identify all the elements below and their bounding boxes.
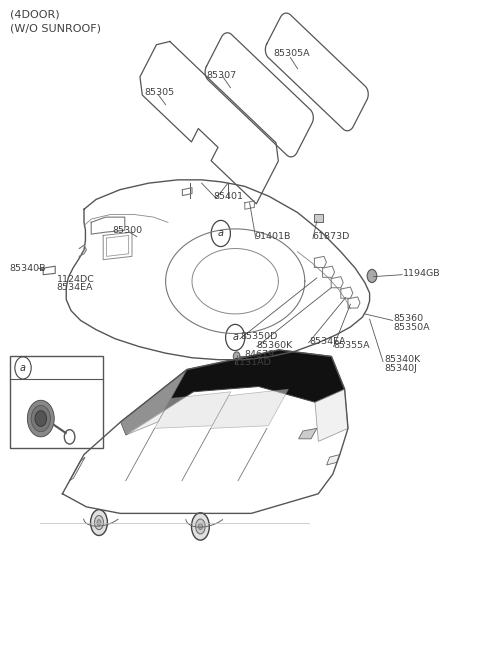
Text: 91401B: 91401B xyxy=(254,232,291,241)
Polygon shape xyxy=(121,350,345,435)
Text: 85350D: 85350D xyxy=(240,332,277,341)
Text: 8534EA: 8534EA xyxy=(57,283,93,292)
Polygon shape xyxy=(121,370,187,435)
Text: 85360K: 85360K xyxy=(257,341,293,350)
Text: 85305A: 85305A xyxy=(274,49,310,58)
Ellipse shape xyxy=(95,515,104,530)
Text: 85401: 85401 xyxy=(214,192,243,201)
Text: 85360: 85360 xyxy=(394,314,424,323)
Circle shape xyxy=(31,405,50,432)
Bar xyxy=(314,214,323,222)
Ellipse shape xyxy=(97,519,101,526)
Text: (4DOOR)
(W/O SUNROOF): (4DOOR) (W/O SUNROOF) xyxy=(10,10,101,34)
Ellipse shape xyxy=(196,519,205,534)
Bar xyxy=(10,356,103,448)
Text: 85305: 85305 xyxy=(144,88,174,97)
Text: 1124DC: 1124DC xyxy=(57,275,95,284)
Ellipse shape xyxy=(198,523,203,530)
Text: 85355A: 85355A xyxy=(334,341,370,350)
Text: 85340K: 85340K xyxy=(384,355,420,364)
Text: 85307: 85307 xyxy=(206,71,237,80)
Text: 61873D: 61873D xyxy=(312,232,349,241)
Text: a: a xyxy=(20,363,26,373)
Text: 85350A: 85350A xyxy=(394,322,430,332)
Polygon shape xyxy=(155,392,231,428)
Polygon shape xyxy=(299,428,317,439)
Text: 85300: 85300 xyxy=(113,226,143,235)
Ellipse shape xyxy=(91,509,108,536)
Text: 84679: 84679 xyxy=(245,350,275,359)
Text: 85340B: 85340B xyxy=(10,264,46,273)
Polygon shape xyxy=(211,389,288,428)
Text: 8534EA: 8534EA xyxy=(310,337,346,346)
Polygon shape xyxy=(326,455,340,465)
Circle shape xyxy=(233,352,240,361)
Circle shape xyxy=(27,400,54,437)
Text: a: a xyxy=(218,228,224,239)
Circle shape xyxy=(367,269,377,283)
Text: a: a xyxy=(232,332,238,343)
Polygon shape xyxy=(70,457,85,481)
Polygon shape xyxy=(315,389,348,441)
Text: 1194GB: 1194GB xyxy=(403,269,441,278)
Circle shape xyxy=(35,411,47,426)
Text: 85340J: 85340J xyxy=(384,364,417,373)
Text: 1131AD: 1131AD xyxy=(234,358,272,368)
Ellipse shape xyxy=(192,513,209,540)
